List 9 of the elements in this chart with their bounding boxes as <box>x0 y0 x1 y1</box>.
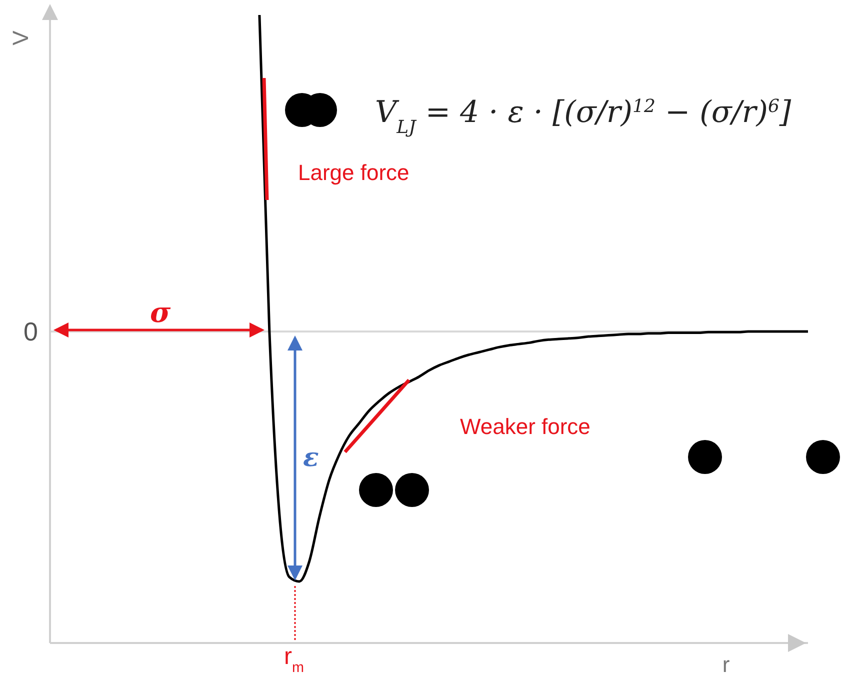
annotation: σ <box>150 296 171 329</box>
y-axis-title: V <box>8 30 33 46</box>
text: r$_{m}$ <box>284 643 304 676</box>
annotation: Large force <box>298 160 410 185</box>
annotation: Weaker force <box>460 414 590 439</box>
x-axis-title: r <box>722 652 730 677</box>
ref-line-label: 0 <box>24 316 38 347</box>
annotation: V$_{LJ}$ = 4 · ε · [(σ/r)$^{12}$ − (σ/r)$^{6}$] <box>375 95 792 138</box>
annotation: ε <box>303 443 319 473</box>
